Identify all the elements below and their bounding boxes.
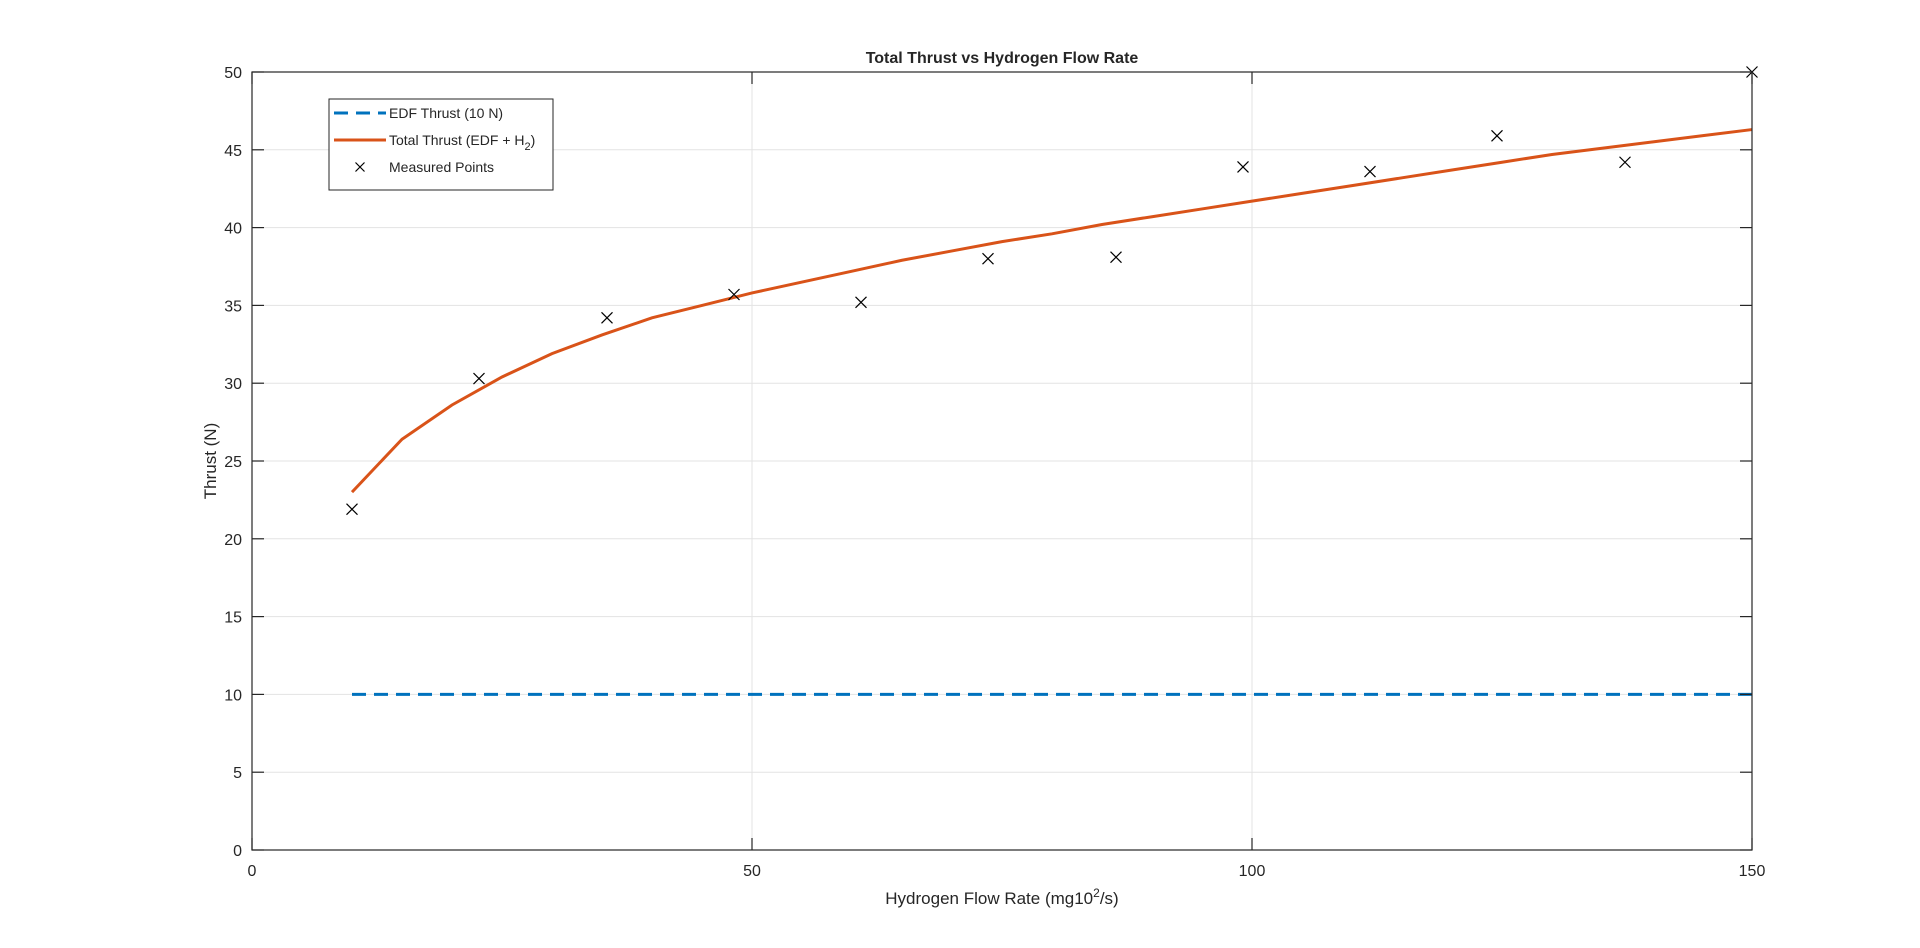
y-tick-label: 20 <box>224 532 242 549</box>
measured-point-marker <box>1237 160 1249 173</box>
y-tick-label: 10 <box>224 687 242 704</box>
y-tick-label: 45 <box>224 143 242 160</box>
y-tick-label: 0 <box>233 843 242 860</box>
y-axis-label: Thrust (N) <box>201 423 220 500</box>
measured-point-marker <box>1619 156 1631 169</box>
x-axis-label-main: Hydrogen Flow Rate (mg10 <box>885 889 1093 908</box>
legend-label-edf: EDF Thrust (10 N) <box>389 105 503 121</box>
legend-marker-measured <box>355 162 365 172</box>
legend-label-rest: ) <box>531 132 536 148</box>
measured-point-marker <box>855 296 867 309</box>
y-tick-label: 30 <box>224 376 242 393</box>
legend: EDF Thrust (10 N) Total Thrust (EDF + H2)… <box>328 98 554 191</box>
legend-label-total: Total Thrust (EDF + H2) <box>389 132 535 153</box>
chart-title: Total Thrust vs Hydrogen Flow Rate <box>866 50 1139 67</box>
y-tick-label: 35 <box>224 298 242 315</box>
y-tick-label: 25 <box>224 454 242 471</box>
x-tick-label: 150 <box>1739 863 1766 880</box>
x-axis-label: Hydrogen Flow Rate (mg102/s) <box>885 886 1118 908</box>
measured-point-marker <box>473 372 485 385</box>
measured-point-marker <box>346 503 358 516</box>
measured-point-marker <box>728 288 740 301</box>
legend-label-main: EDF Thrust (10 N) <box>389 105 503 121</box>
measured-point-marker <box>982 252 994 265</box>
tick-layer: 0 50 100 150 0 5 10 15 20 25 30 35 40 45 50 <box>224 65 1765 880</box>
total-series-line <box>350 128 1753 494</box>
measured-point-marker <box>1110 251 1122 264</box>
x-axis-label-rest: /s) <box>1100 889 1119 908</box>
y-tick-label: 15 <box>224 610 242 627</box>
legend-label-main: Total Thrust (EDF + H <box>389 132 525 148</box>
measured-point-marker <box>1364 165 1376 178</box>
legend-label-measured: Measured Points <box>389 159 494 175</box>
x-tick-label: 100 <box>1239 863 1266 880</box>
x-axis-label-sup: 2 <box>1093 886 1100 900</box>
legend-label-sub: 2 <box>525 141 531 153</box>
x-tick-label: 0 <box>248 863 257 880</box>
measured-point-marker <box>601 311 613 324</box>
y-tick-label: 50 <box>224 65 242 82</box>
measured-point-marker <box>1491 129 1503 142</box>
y-tick-label: 5 <box>233 765 242 782</box>
x-tick-label: 50 <box>743 863 761 880</box>
legend-label-main: Measured Points <box>389 159 494 175</box>
y-tick-label: 40 <box>224 221 242 238</box>
series-layer <box>346 66 1758 696</box>
legend-entries: EDF Thrust (10 N) Total Thrust (EDF + H2)… <box>334 105 535 175</box>
